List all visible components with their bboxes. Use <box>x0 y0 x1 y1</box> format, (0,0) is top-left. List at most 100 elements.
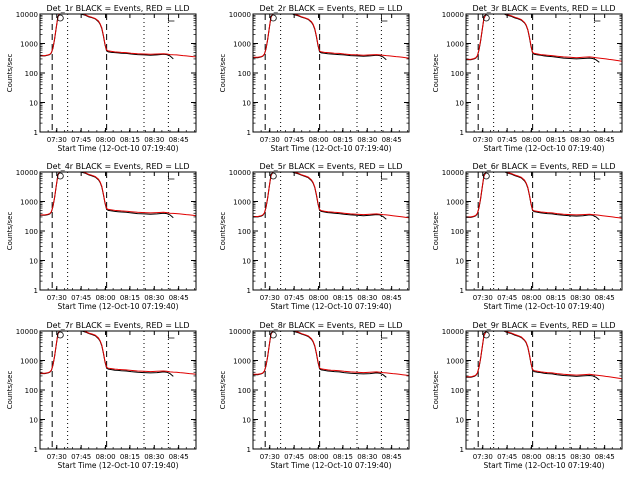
chart-panel: 1 10 100 1000 10000 07:30 07:45 08:00 08:15 08:30… <box>6 4 197 153</box>
x-axis-label: Start Time (12-Oct-10 07:19:40) <box>57 302 178 311</box>
y-axis-label: Counts/sec <box>432 371 440 410</box>
series-group <box>253 14 409 61</box>
end-marker-bracket <box>168 173 175 180</box>
y-tick-label: 1 <box>460 287 464 295</box>
chart-title: Det_9r BLACK = Events, RED = LLD <box>472 321 615 330</box>
y-axis-label: Counts/sec <box>6 212 14 251</box>
y-tick-label: 1 <box>34 446 38 454</box>
x-axis-label: Start Time (12-Oct-10 07:19:40) <box>483 461 604 470</box>
x-tick-label: 07:45 <box>284 294 304 302</box>
series-line-lld <box>253 14 409 59</box>
x-tick-label: 07:45 <box>497 453 517 461</box>
chart-title: Det_6r BLACK = Events, RED = LLD <box>472 162 615 171</box>
chart-title: Det_3r BLACK = Events, RED = LLD <box>472 4 615 13</box>
x-tick-label: 07:45 <box>71 453 91 461</box>
x-axis-label: Start Time (12-Oct-10 07:19:40) <box>57 144 178 153</box>
series-group <box>466 331 622 381</box>
series-line-lld <box>40 172 196 217</box>
x-tick-label: 07:30 <box>473 136 493 144</box>
x-tick-label: 08:45 <box>382 294 402 302</box>
y-tick-label: 10000 <box>442 328 464 336</box>
y-tick-label: 100 <box>451 228 464 236</box>
y-tick-label: 1 <box>34 129 38 137</box>
x-tick-label: 08:15 <box>333 136 353 144</box>
x-tick-label: 08:00 <box>308 294 328 302</box>
plot-frame <box>465 171 623 291</box>
x-tick-label: 07:45 <box>284 453 304 461</box>
y-tick-label: 10 <box>455 417 464 425</box>
plot-frame <box>252 330 410 450</box>
x-tick-label: 08:15 <box>120 453 140 461</box>
x-tick-label: 08:30 <box>144 294 164 302</box>
plot-frame <box>39 13 197 133</box>
x-tick-label: 07:30 <box>260 136 280 144</box>
x-tick-label: 07:45 <box>71 136 91 144</box>
y-tick-label: 1 <box>460 446 464 454</box>
x-tick-label: 08:15 <box>546 294 566 302</box>
x-tick-label: 08:45 <box>595 294 615 302</box>
series-line-lld <box>466 331 622 380</box>
y-tick-label: 10000 <box>442 11 464 19</box>
y-tick-label: 10 <box>29 258 38 266</box>
y-tick-label: 10 <box>455 100 464 108</box>
x-tick-label: 08:45 <box>382 136 402 144</box>
peak-marker-circle <box>482 14 490 22</box>
x-axis-label: Start Time (12-Oct-10 07:19:40) <box>483 302 604 311</box>
y-tick-label: 100 <box>25 70 38 78</box>
y-tick-label: 10000 <box>229 11 251 19</box>
y-axis-label: Counts/sec <box>219 371 227 410</box>
x-tick-label: 08:15 <box>120 136 140 144</box>
x-tick-label: 07:45 <box>71 294 91 302</box>
chart-panel: 1 10 100 1000 10000 07:30 07:45 08:00 08:15 08:30… <box>219 162 410 311</box>
y-axis-label: Counts/sec <box>219 212 227 251</box>
x-tick-label: 08:15 <box>120 294 140 302</box>
x-tick-label: 08:30 <box>357 453 377 461</box>
peak-marker-circle <box>269 14 277 22</box>
end-marker-bracket <box>381 173 388 180</box>
x-axis-label: Start Time (12-Oct-10 07:19:40) <box>270 461 391 470</box>
series-group <box>466 172 622 221</box>
series-line-lld <box>466 14 622 62</box>
peak-marker-circle <box>56 172 64 180</box>
x-tick-label: 08:30 <box>144 136 164 144</box>
plot-frame <box>252 13 410 133</box>
x-tick-label: 08:30 <box>357 136 377 144</box>
y-axis-label: Counts/sec <box>432 54 440 93</box>
x-tick-label: 07:30 <box>473 294 493 302</box>
y-tick-label: 100 <box>451 70 464 78</box>
y-tick-label: 1000 <box>446 199 464 207</box>
x-tick-label: 07:30 <box>260 294 280 302</box>
peak-marker-circle <box>482 331 490 339</box>
y-axis-label: Counts/sec <box>432 212 440 251</box>
x-tick-label: 08:00 <box>308 453 328 461</box>
y-tick-label: 10 <box>242 258 251 266</box>
x-tick-label: 08:45 <box>595 453 615 461</box>
end-marker-bracket <box>381 332 388 339</box>
x-tick-label: 07:45 <box>284 136 304 144</box>
chart-panel: 1 10 100 1000 10000 07:30 07:45 08:00 08:15 08:30… <box>6 162 197 311</box>
y-tick-label: 1000 <box>20 199 38 207</box>
end-marker-bracket <box>168 332 175 339</box>
x-tick-label: 08:00 <box>95 294 115 302</box>
series-group <box>40 172 196 219</box>
plot-frame <box>39 330 197 450</box>
y-tick-label: 10 <box>29 417 38 425</box>
y-axis-label: Counts/sec <box>6 371 14 410</box>
x-tick-label: 07:30 <box>47 294 67 302</box>
chart-title: Det_8r BLACK = Events, RED = LLD <box>259 321 402 330</box>
x-tick-label: 08:45 <box>169 136 189 144</box>
series-group <box>253 331 409 378</box>
chart-panel: 1 10 100 1000 10000 07:30 07:45 08:00 08:15 08:30… <box>219 4 410 153</box>
end-marker-bracket <box>594 15 601 22</box>
y-tick-label: 1000 <box>20 41 38 49</box>
y-tick-label: 10 <box>455 258 464 266</box>
series-group <box>253 172 409 220</box>
y-axis-label: Counts/sec <box>6 54 14 93</box>
y-tick-label: 100 <box>25 387 38 395</box>
y-axis-label: Counts/sec <box>219 54 227 93</box>
peak-marker-circle <box>269 172 277 180</box>
y-tick-label: 1 <box>460 129 464 137</box>
plot-frame <box>252 171 410 291</box>
end-marker-bracket <box>594 173 601 180</box>
